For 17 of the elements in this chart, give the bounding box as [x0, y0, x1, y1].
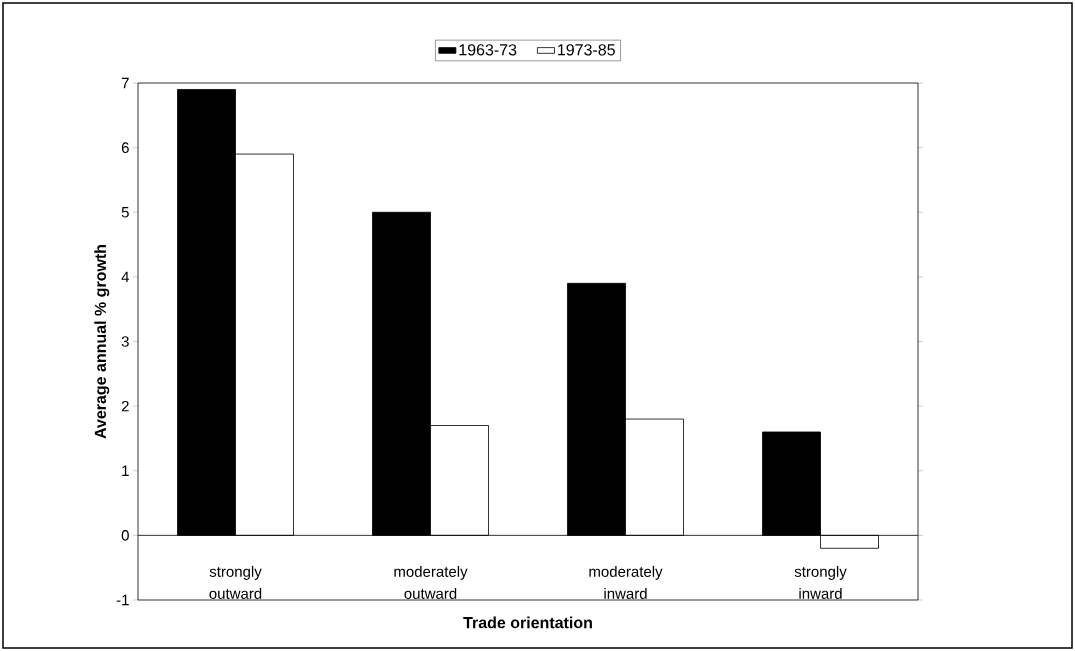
y-tick-label: 6: [121, 142, 129, 153]
x-axis-title: Trade orientation: [463, 616, 592, 629]
x-tick-label: moderately inward: [589, 565, 663, 599]
y-tick-label: 1: [122, 465, 129, 476]
y-axis-title: Average annual % growth: [94, 245, 110, 439]
y-tick-label: 7: [121, 77, 129, 89]
legend-label: 1973-85: [558, 44, 615, 56]
x-tick-label: strongly outward: [209, 565, 262, 599]
legend-label: 1963-73: [459, 44, 517, 56]
x-tick-label: moderately outward: [394, 565, 468, 599]
y-tick-label: 4: [121, 271, 130, 283]
y-tick-label: -1: [116, 594, 129, 606]
y-tick-label: 0: [121, 530, 129, 541]
y-tick-label: 5: [121, 207, 129, 218]
x-tick-label: strongly inward: [794, 565, 847, 599]
y-tick-label: 2: [121, 400, 129, 412]
y-tick-label: 3: [121, 336, 129, 347]
